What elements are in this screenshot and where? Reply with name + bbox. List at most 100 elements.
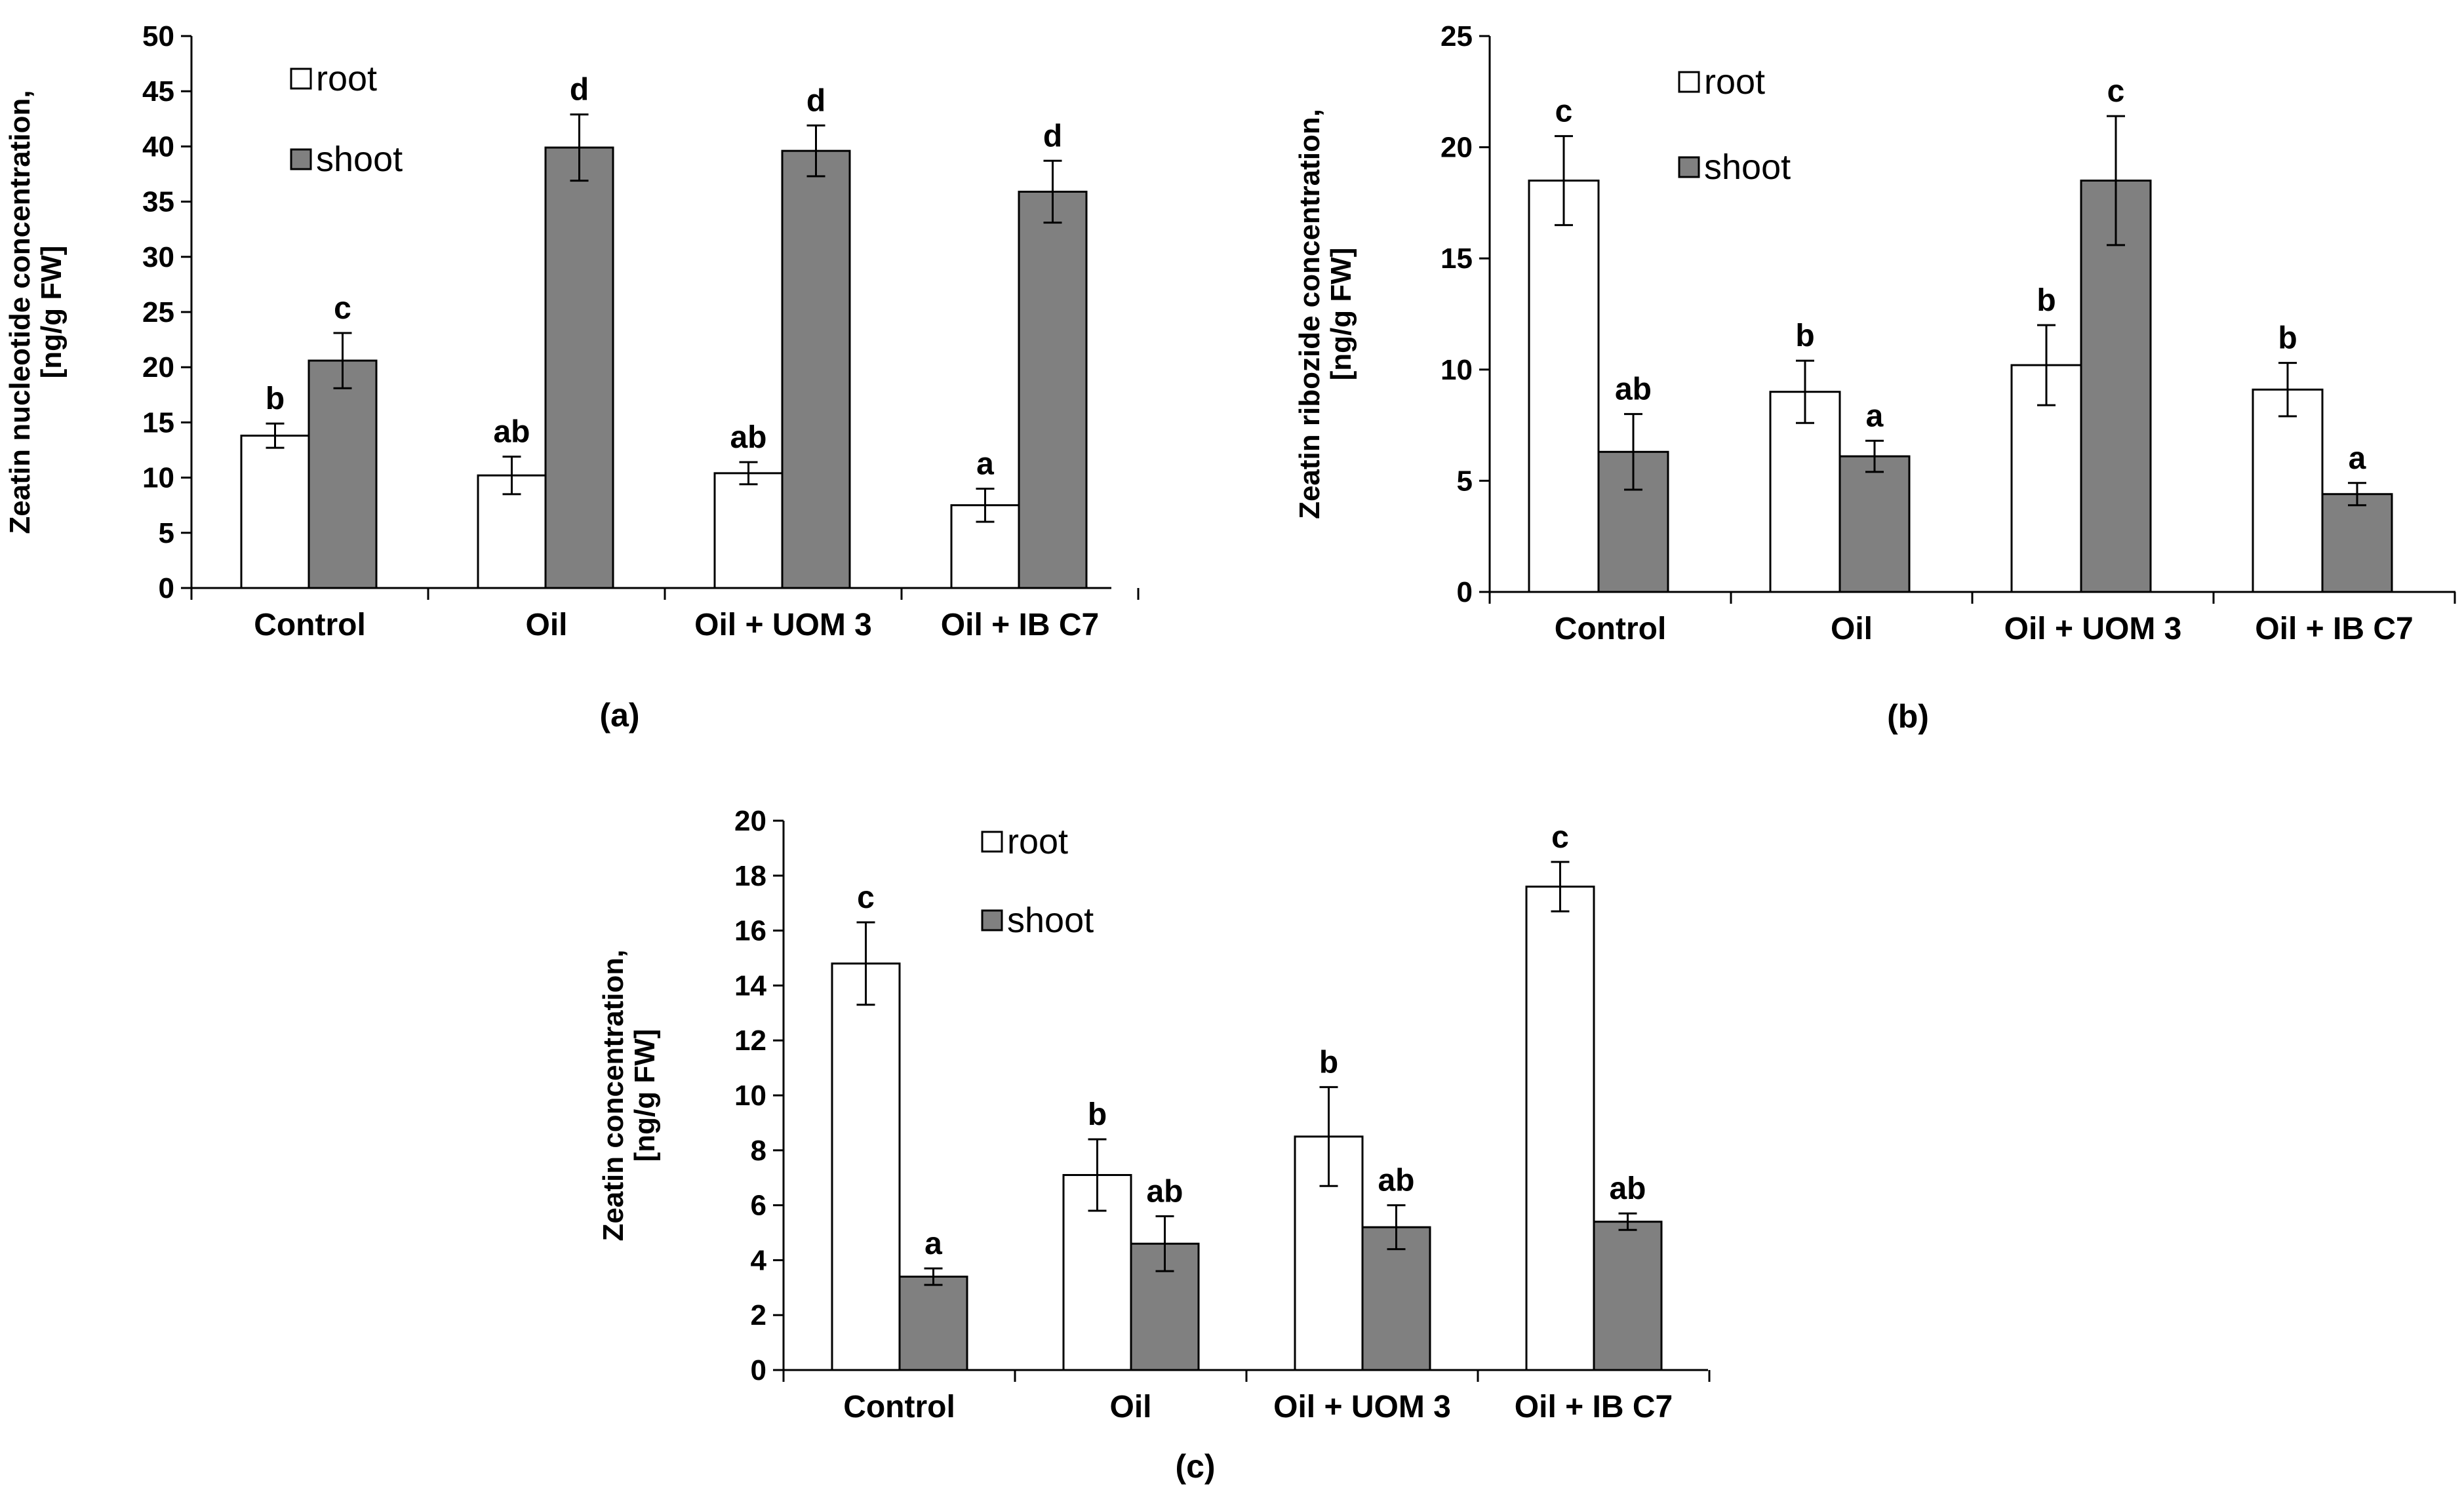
y-tick-label: 10	[142, 462, 174, 494]
significance-label: ab	[730, 420, 766, 455]
y-tick-label: 16	[734, 915, 766, 947]
y-tick-label: 30	[142, 241, 174, 273]
significance-label: c	[1555, 94, 1573, 129]
bar-root	[1528, 179, 1600, 593]
category-label: Oil + IB C7	[1515, 1390, 1673, 1424]
y-axis-label-line2: [ng/g FW]	[1325, 248, 1357, 381]
category-label: Control	[1555, 612, 1667, 646]
bar-shoot	[2321, 493, 2393, 593]
bar-shoot	[898, 1276, 968, 1371]
legend-label-root: root	[316, 59, 377, 98]
legend: root shoot	[1678, 62, 1791, 187]
category-label: Control	[254, 608, 366, 642]
significance-label: b	[1795, 319, 1814, 353]
significance-label: ab	[1146, 1174, 1183, 1209]
category-label: Control	[843, 1390, 955, 1424]
significance-label: c	[2107, 74, 2125, 109]
y-tick-label: 0	[159, 572, 174, 604]
y-axis-label: Zeatin nucleotide concentration,[ng/g FW…	[4, 90, 68, 534]
bar-root	[2252, 388, 2324, 593]
bar-root	[713, 472, 784, 589]
significance-label: b	[2278, 321, 2297, 356]
bar-shoot	[2080, 179, 2152, 593]
bar-shoot	[1018, 190, 1088, 589]
y-tick-label: 20	[1441, 132, 1473, 164]
legend-swatch-shoot	[1678, 156, 1700, 178]
significance-label: b	[266, 382, 285, 416]
category-label: Oil + IB C7	[941, 608, 1099, 642]
y-tick-label: 0	[751, 1354, 766, 1386]
significance-label: a	[1866, 399, 1884, 433]
y-axis-label: Zeatin concentration,[ng/g FW]	[597, 950, 661, 1242]
legend-label-shoot: shoot	[316, 140, 403, 179]
y-axis-label-line1: Zeatin nucleotide concentration,	[4, 90, 36, 534]
significance-label: c	[1551, 820, 1569, 855]
y-tick-label: 15	[142, 406, 174, 439]
significance-label: a	[2349, 441, 2366, 476]
category-label: Oil + UOM 3	[694, 608, 872, 642]
y-tick-label: 20	[734, 805, 766, 837]
category-label: Oil + UOM 3	[1273, 1390, 1451, 1424]
y-tick-label: 14	[734, 970, 766, 1002]
legend-label-root: root	[1704, 62, 1765, 102]
chart-3: 0 2 4 6 8 10 12 14 16 18 20 Control Oil Oil + UOM 3 Oi…	[597, 805, 1711, 1485]
legend-swatch-shoot	[981, 909, 1003, 931]
y-tick-label: 12	[734, 1025, 766, 1057]
bar-root	[240, 435, 310, 589]
legend: root shoot	[290, 59, 403, 179]
y-tick-label: 35	[142, 186, 174, 218]
y-tick-label: 6	[751, 1190, 766, 1222]
y-tick-label: 8	[751, 1135, 766, 1167]
y-axis-label-line2: [ng/g FW]	[35, 246, 68, 379]
significance-label: ab	[1378, 1164, 1414, 1198]
legend-swatch-root	[981, 831, 1003, 853]
significance-label: d	[806, 83, 825, 118]
significance-label: ab	[493, 415, 530, 450]
legend: root shoot	[981, 822, 1094, 940]
y-tick-label: 20	[142, 351, 174, 383]
significance-label: d	[570, 73, 589, 108]
significance-label: ab	[1609, 1171, 1646, 1206]
y-axis-label: Zeatin ribozide concentration,[ng/g FW]	[1294, 109, 1357, 519]
y-tick-label: 5	[159, 517, 174, 549]
category-label: Oil + IB C7	[2255, 612, 2413, 646]
legend-swatch-shoot	[290, 148, 312, 170]
significance-label: a	[976, 446, 994, 481]
y-tick-label: 45	[142, 75, 174, 108]
y-tick-label: 25	[142, 296, 174, 328]
legend-label-root: root	[1007, 822, 1068, 861]
bar-shoot	[1838, 455, 1911, 593]
y-tick-label: 4	[751, 1244, 767, 1276]
chart-2: 0 5 10 15 20 25 Control Oil Oil + UOM 3 Oil + IB …	[1294, 20, 2456, 735]
category-label: Oil	[1831, 612, 1873, 646]
significance-label: ab	[1615, 372, 1652, 407]
bar-shoot	[308, 359, 378, 589]
bar-shoot	[781, 149, 851, 589]
category-label: Oil	[525, 608, 567, 642]
significance-label: b	[1319, 1045, 1338, 1080]
legend-label-shoot: shoot	[1007, 901, 1094, 940]
category-label: Oil + UOM 3	[2004, 612, 2182, 646]
bar-root	[1525, 886, 1595, 1371]
significance-label: c	[857, 880, 875, 915]
significance-label: a	[924, 1226, 942, 1261]
legend-label-shoot: shoot	[1704, 147, 1791, 187]
y-tick-label: 5	[1457, 465, 1473, 497]
y-tick-label: 18	[734, 860, 766, 892]
bar-shoot	[1361, 1226, 1431, 1371]
significance-label: b	[1088, 1097, 1107, 1132]
y-tick-label: 0	[1457, 576, 1473, 608]
panel-label: (a)	[599, 697, 639, 734]
category-label: Oil	[1109, 1390, 1151, 1424]
bar-shoot	[1597, 450, 1669, 593]
y-tick-label: 15	[1441, 243, 1473, 275]
y-axis-label-line2: [ng/g FW]	[629, 1029, 661, 1162]
y-tick-label: 40	[142, 130, 174, 163]
y-axis-label-line1: Zeatin ribozide concentration,	[1294, 109, 1326, 519]
bar-shoot	[544, 146, 614, 589]
significance-label: d	[1043, 119, 1062, 153]
y-tick-label: 10	[734, 1080, 766, 1112]
y-tick-label: 25	[1441, 20, 1473, 52]
bar-root	[831, 962, 901, 1371]
